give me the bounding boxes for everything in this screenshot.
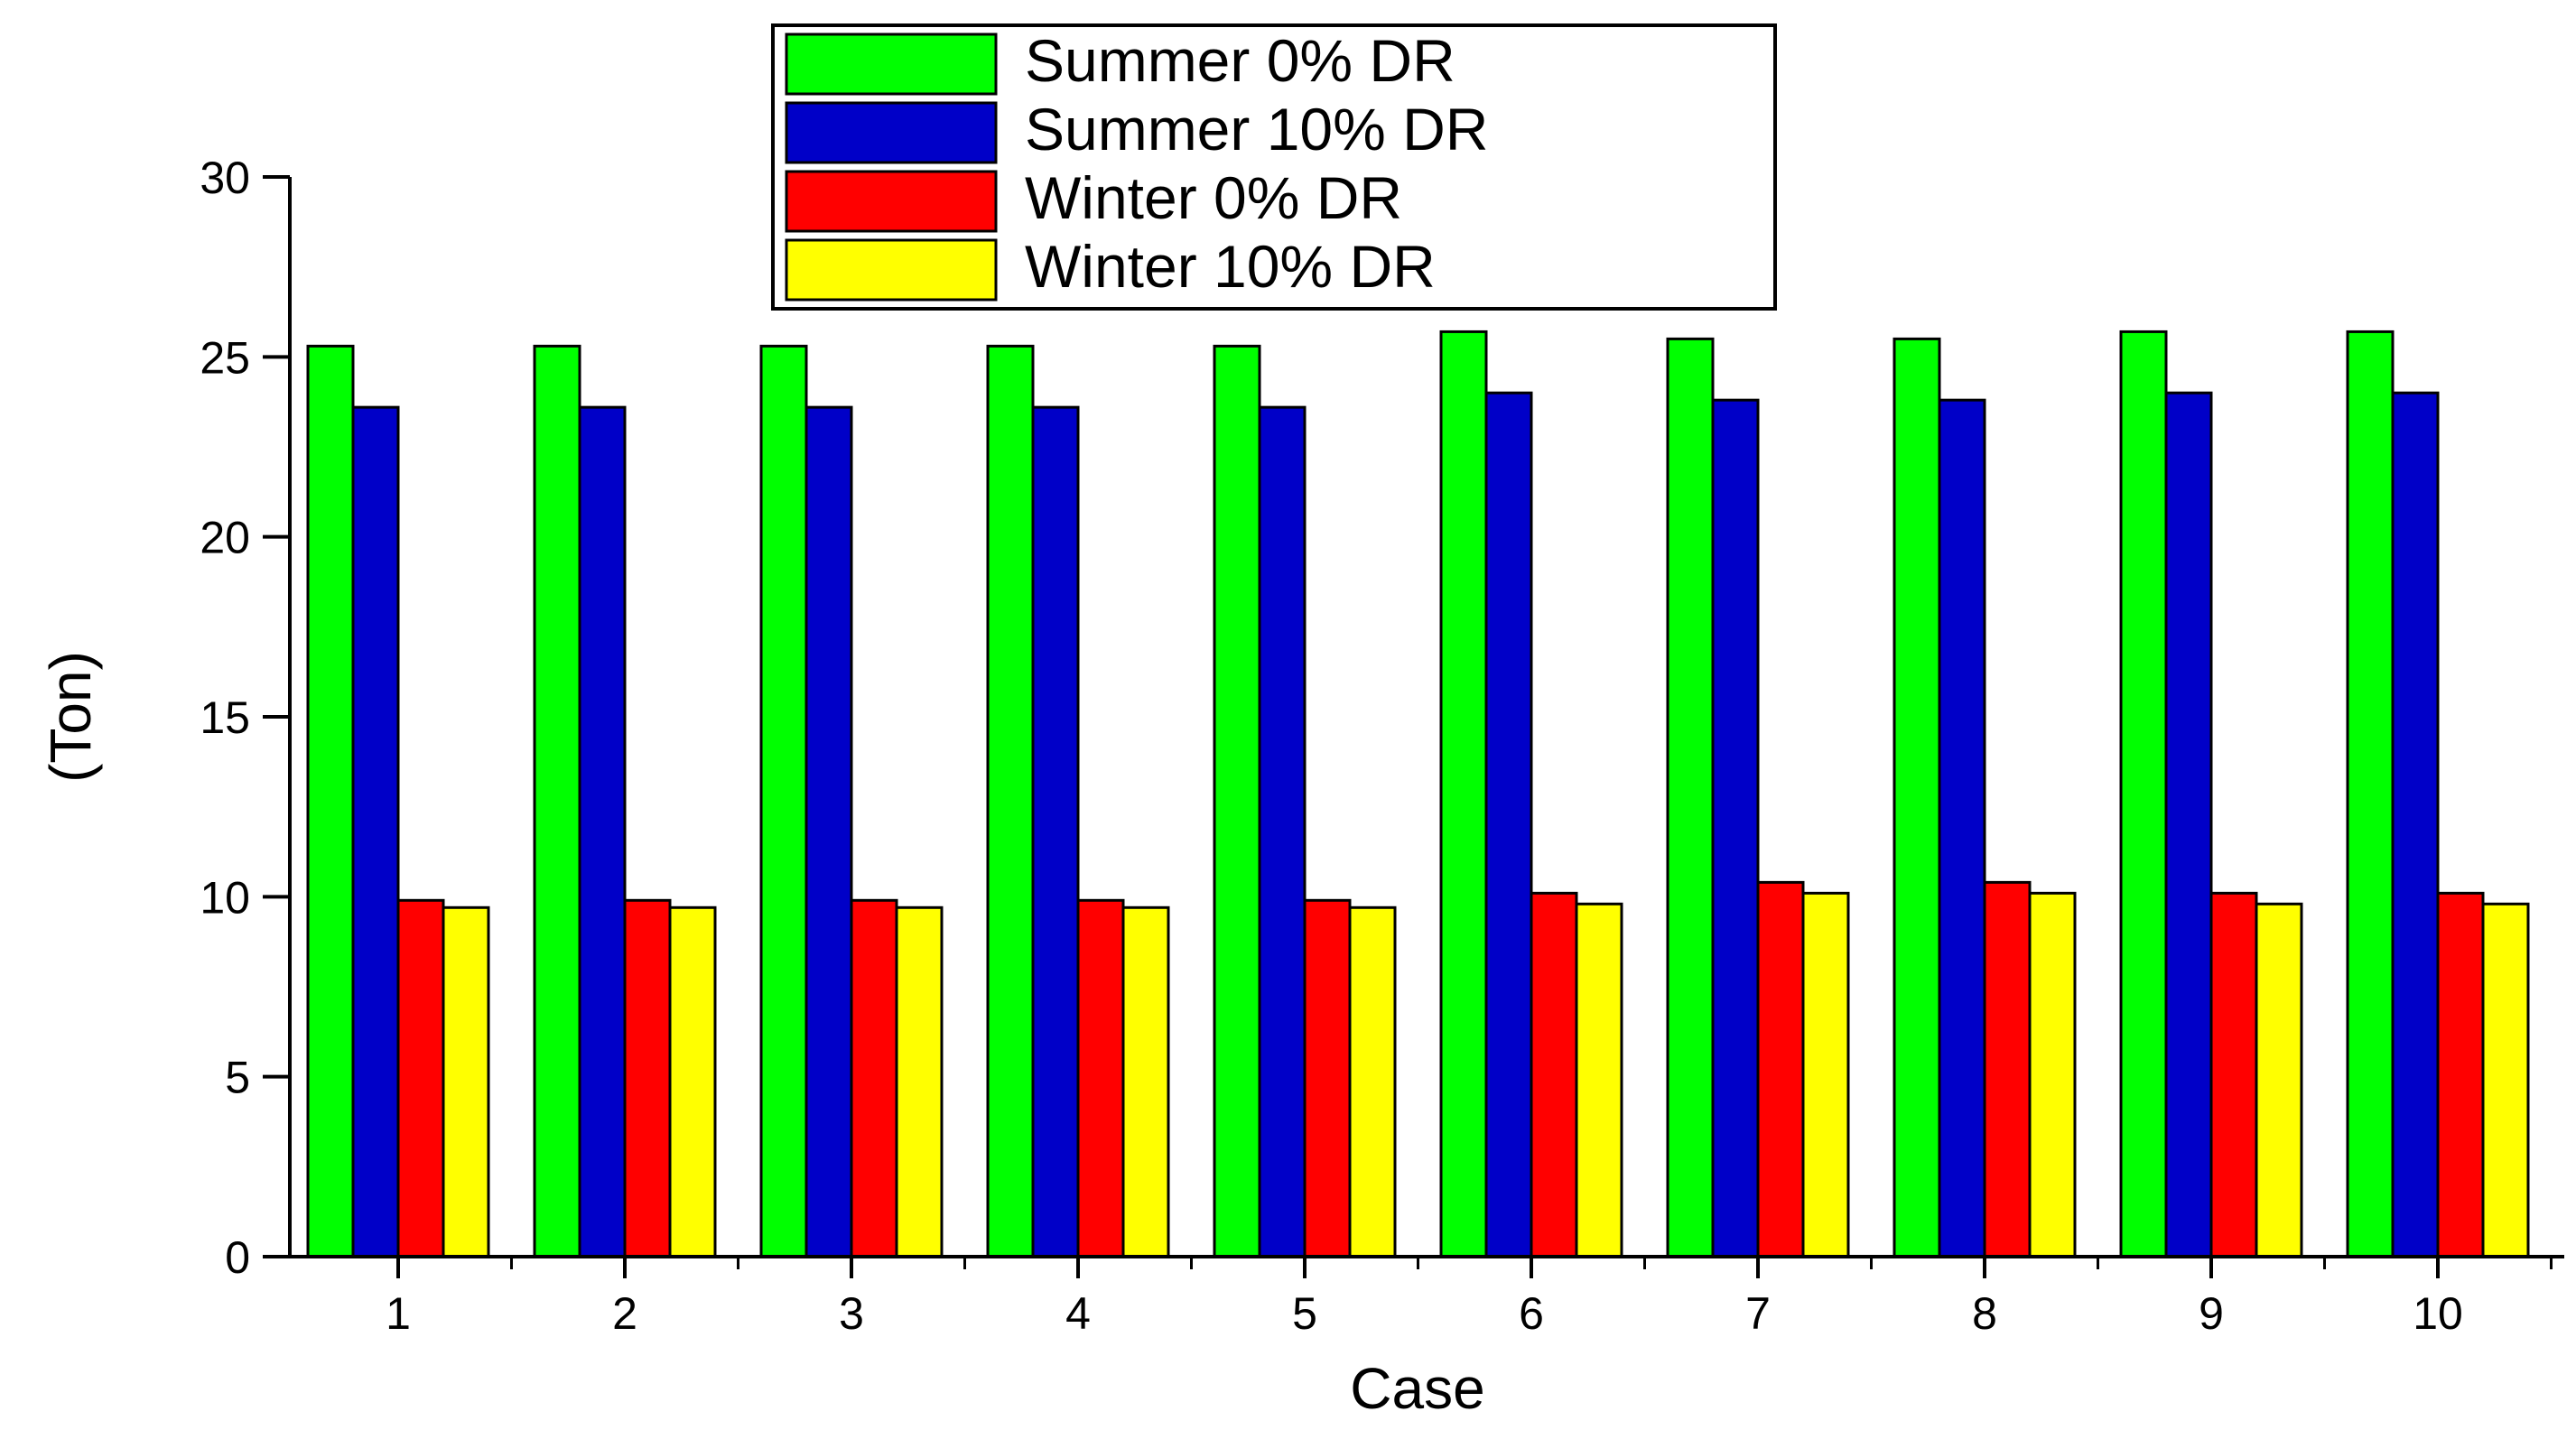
x-tick-label: 2 [612,1288,637,1339]
x-tick-label: 3 [839,1288,864,1339]
bar-summer-10-dr-case-5 [1258,405,1307,1258]
x-tick-label: 8 [1972,1288,1997,1339]
bar-winter-0-dr-case-3 [850,898,898,1258]
y-tick-label: 5 [225,1053,250,1103]
bar-summer-10-dr-case-6 [1484,391,1533,1258]
bar-winter-10-dr-case-8 [2028,891,2077,1258]
bar-summer-0-dr-case-10 [2346,330,2395,1258]
bar-winter-10-dr-case-6 [1575,902,1623,1258]
legend-swatch [785,170,998,233]
y-tick-label: 0 [225,1232,250,1283]
bar-summer-0-dr-case-2 [533,344,581,1258]
bar-summer-10-dr-case-8 [1938,398,1986,1258]
bar-summer-0-dr-case-8 [1892,337,1941,1258]
bar-summer-0-dr-case-7 [1666,337,1715,1258]
bar-winter-0-dr-case-7 [1756,880,1805,1258]
legend-swatch [785,238,998,302]
bar-summer-0-dr-case-9 [2119,330,2168,1258]
bars-layer [306,330,2530,1258]
bar-winter-0-dr-case-9 [2209,891,2258,1258]
bar-summer-0-dr-case-6 [1439,330,1488,1258]
bar-winter-0-dr-case-1 [396,898,445,1258]
y-tick-label: 15 [200,692,250,743]
legend-label: Winter 0% DR [1025,164,1402,231]
bar-summer-10-dr-case-2 [578,405,627,1258]
bar-summer-10-dr-case-3 [804,405,853,1258]
x-tick-label: 9 [2199,1288,2224,1339]
bar-winter-10-dr-case-4 [1121,905,1170,1258]
legend-label: Winter 10% DR [1025,233,1436,300]
bar-winter-10-dr-case-3 [895,905,944,1258]
bar-winter-0-dr-case-4 [1076,898,1125,1258]
x-tick-label: 10 [2413,1288,2463,1339]
bar-winter-0-dr-case-6 [1530,891,1578,1258]
bar-summer-10-dr-case-4 [1031,405,1080,1258]
bar-summer-10-dr-case-10 [2391,391,2440,1258]
legend-label: Summer 10% DR [1025,96,1488,162]
bar-winter-10-dr-case-2 [668,905,717,1258]
x-tick-label: 4 [1065,1288,1091,1339]
bar-winter-0-dr-case-2 [623,898,672,1258]
bar-summer-0-dr-case-5 [1213,344,1261,1258]
legend-label: Summer 0% DR [1025,27,1455,94]
bar-summer-10-dr-case-7 [1711,398,1760,1258]
bar-summer-0-dr-case-4 [986,344,1035,1258]
bar-winter-0-dr-case-8 [1983,880,2032,1258]
legend-swatch [785,32,998,96]
y-ticks: 0 5 10 15 20 25 30 [200,153,290,1283]
x-tick-label: 1 [386,1288,411,1339]
x-tick-label: 5 [1292,1288,1317,1339]
bar-winter-0-dr-case-10 [2436,891,2485,1258]
bar-summer-0-dr-case-1 [306,344,355,1258]
x-ticks: 1 2 3 4 5 6 7 8 9 10 [386,1257,2553,1339]
bar-winter-10-dr-case-5 [1348,905,1397,1258]
legend-swatch [785,101,998,164]
y-tick-label: 20 [200,513,250,563]
bar-winter-10-dr-case-10 [2481,902,2530,1258]
x-axis-title: Case [1350,1356,1484,1421]
x-tick-label: 7 [1745,1288,1771,1339]
bar-summer-10-dr-case-9 [2164,391,2213,1258]
bar-summer-10-dr-case-1 [351,405,400,1258]
bar-winter-0-dr-case-5 [1303,898,1352,1258]
y-tick-label: 30 [200,153,250,203]
bar-summer-0-dr-case-3 [759,344,808,1258]
bar-winter-10-dr-case-9 [2255,902,2303,1258]
bar-winter-10-dr-case-1 [442,905,490,1258]
x-tick-label: 6 [1519,1288,1544,1339]
y-tick-label: 25 [200,332,250,383]
y-axis-title: (Ton) [38,651,103,783]
y-tick-label: 10 [200,872,250,923]
bar-winter-10-dr-case-7 [1801,891,1850,1258]
